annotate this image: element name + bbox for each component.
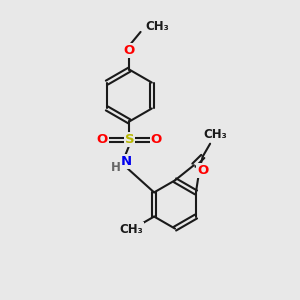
Text: CH₃: CH₃	[120, 223, 144, 236]
Text: O: O	[197, 164, 208, 177]
Text: O: O	[97, 133, 108, 146]
Text: H: H	[111, 161, 121, 175]
Text: CH₃: CH₃	[146, 20, 169, 33]
Text: S: S	[124, 133, 134, 146]
Text: CH₃: CH₃	[204, 128, 228, 140]
Text: O: O	[124, 44, 135, 57]
Text: O: O	[151, 133, 162, 146]
Text: N: N	[121, 155, 132, 168]
